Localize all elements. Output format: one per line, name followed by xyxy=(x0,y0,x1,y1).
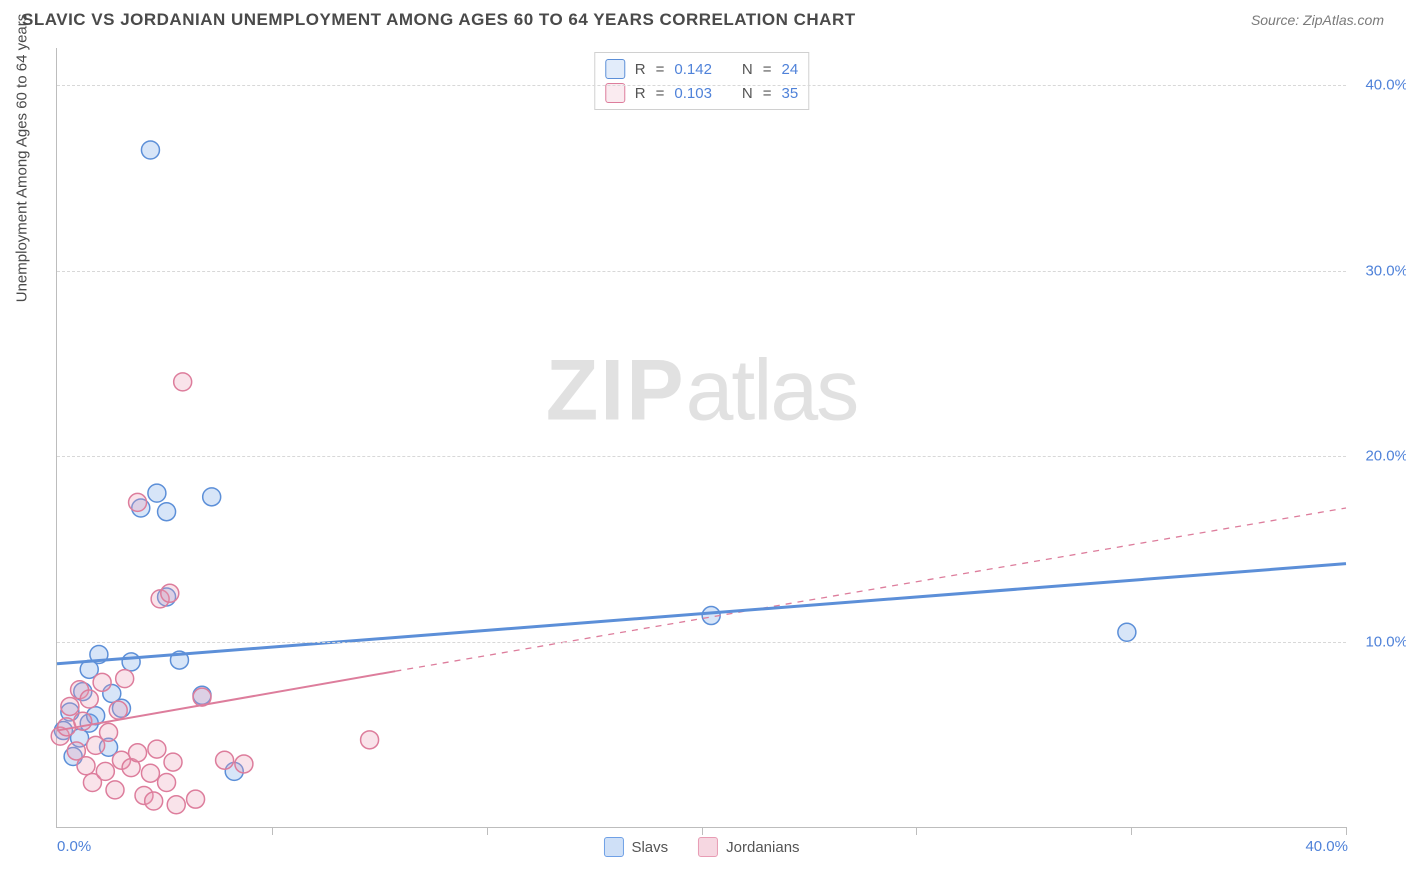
scatter-point xyxy=(141,764,159,782)
gridline xyxy=(57,271,1346,272)
legend-swatch xyxy=(698,837,718,857)
stat-label-n: N xyxy=(742,85,753,102)
plot-area: ZIPatlas R=0.142N=24R=0.103N=35 0.0% 40.… xyxy=(56,48,1346,828)
stat-value-r: 0.142 xyxy=(674,61,712,78)
x-axis-max-label: 40.0% xyxy=(1305,838,1348,855)
scatter-point xyxy=(158,773,176,791)
equals-sign: = xyxy=(656,85,665,102)
y-tick-label: 10.0% xyxy=(1365,633,1406,650)
gridline xyxy=(57,85,1346,86)
scatter-point xyxy=(1118,623,1136,641)
legend-item: Jordanians xyxy=(698,837,799,857)
legend-label: Jordanians xyxy=(726,839,799,856)
equals-sign: = xyxy=(763,85,772,102)
x-tick xyxy=(487,827,488,835)
gridline xyxy=(57,456,1346,457)
legend-item: Slavs xyxy=(603,837,668,857)
stat-label-r: R xyxy=(635,61,646,78)
legend-label: Slavs xyxy=(631,839,668,856)
scatter-point xyxy=(361,731,379,749)
chart-title: SLAVIC VS JORDANIAN UNEMPLOYMENT AMONG A… xyxy=(22,10,856,30)
legend-swatch xyxy=(605,59,625,79)
gridline xyxy=(57,642,1346,643)
legend-stat-row: R = 0.142 N = 24 xyxy=(605,57,798,81)
y-tick-label: 30.0% xyxy=(1365,262,1406,279)
chart-container: Unemployment Among Ages 60 to 64 years Z… xyxy=(50,48,1350,828)
scatter-point xyxy=(148,484,166,502)
scatter-point xyxy=(129,493,147,511)
trend-line-dashed xyxy=(395,508,1346,671)
scatter-point xyxy=(148,740,166,758)
x-tick xyxy=(1346,827,1347,835)
scatter-point xyxy=(167,796,185,814)
y-axis-title: Unemployment Among Ages 60 to 64 years xyxy=(14,14,31,303)
stat-value-n: 24 xyxy=(782,61,799,78)
stat-value-r: 0.103 xyxy=(674,85,712,102)
equals-sign: = xyxy=(656,61,665,78)
scatter-point xyxy=(164,753,182,771)
trend-line xyxy=(57,564,1346,664)
scatter-point xyxy=(129,744,147,762)
equals-sign: = xyxy=(763,61,772,78)
scatter-point xyxy=(145,792,163,810)
scatter-point xyxy=(96,762,114,780)
x-tick xyxy=(916,827,917,835)
scatter-point xyxy=(141,141,159,159)
y-tick-label: 20.0% xyxy=(1365,448,1406,465)
x-tick xyxy=(1131,827,1132,835)
legend-stats: R = 0.142 N = 24 R = 0.103 N = 35 xyxy=(594,52,809,110)
scatter-point xyxy=(158,503,176,521)
x-tick xyxy=(272,827,273,835)
source-attribution: Source: ZipAtlas.com xyxy=(1251,12,1384,28)
scatter-point xyxy=(235,755,253,773)
chart-svg xyxy=(57,48,1346,827)
scatter-point xyxy=(122,653,140,671)
scatter-point xyxy=(187,790,205,808)
scatter-point xyxy=(116,670,134,688)
scatter-point xyxy=(106,781,124,799)
scatter-point xyxy=(100,723,118,741)
scatter-point xyxy=(61,697,79,715)
scatter-point xyxy=(203,488,221,506)
stat-value-n: 35 xyxy=(782,85,799,102)
x-axis-min-label: 0.0% xyxy=(57,838,91,855)
stat-label-n: N xyxy=(742,61,753,78)
scatter-point xyxy=(161,584,179,602)
x-tick xyxy=(702,827,703,835)
scatter-point xyxy=(216,751,234,769)
scatter-point xyxy=(174,373,192,391)
legend-swatch xyxy=(603,837,623,857)
legend-series: Slavs Jordanians xyxy=(603,837,799,857)
scatter-point xyxy=(93,673,111,691)
stat-label-r: R xyxy=(635,85,646,102)
scatter-point xyxy=(80,690,98,708)
scatter-point xyxy=(77,757,95,775)
y-tick-label: 40.0% xyxy=(1365,77,1406,94)
scatter-point xyxy=(109,701,127,719)
